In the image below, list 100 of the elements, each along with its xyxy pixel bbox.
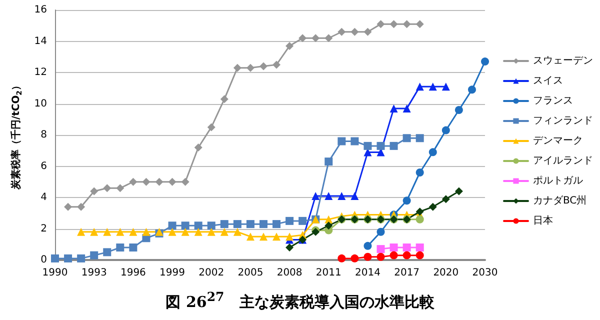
x-tick-label: 1990: [42, 268, 68, 278]
point: [194, 144, 202, 152]
point: [77, 228, 86, 236]
point: [207, 222, 216, 230]
point: [51, 254, 59, 262]
point: [168, 178, 176, 186]
y-tick-label: 0: [40, 254, 47, 266]
point: [416, 134, 424, 142]
point: [350, 137, 359, 146]
point: [90, 228, 98, 236]
point: [233, 220, 242, 228]
point: [376, 252, 385, 261]
y-tick-label: 16: [34, 4, 47, 16]
point: [402, 20, 411, 28]
y-tick-label: 12: [34, 67, 47, 78]
point: [259, 232, 268, 241]
point: [103, 228, 112, 236]
point: [402, 134, 411, 142]
point: [324, 34, 333, 42]
point: [402, 251, 411, 260]
point: [129, 178, 138, 186]
point: [168, 222, 176, 230]
point: [376, 20, 385, 28]
point: [298, 34, 307, 42]
point: [442, 195, 450, 204]
x-tick-label: 2005: [238, 268, 264, 278]
point: [312, 34, 320, 42]
point: [233, 228, 242, 236]
point: [468, 86, 476, 94]
point: [364, 28, 372, 36]
point: [116, 184, 124, 192]
y-tick-label: 8: [40, 130, 47, 140]
point: [350, 28, 359, 36]
point: [103, 184, 112, 192]
point: [442, 82, 450, 91]
point: [90, 251, 98, 260]
x-tick-label: 2014: [355, 268, 380, 278]
point: [181, 228, 190, 236]
point: [286, 42, 294, 50]
x-tick-label: 2002: [198, 268, 224, 278]
point: [416, 82, 424, 91]
point: [272, 60, 281, 69]
point: [64, 202, 72, 211]
x-tick-label: 2011: [316, 268, 342, 278]
point: [194, 222, 202, 230]
point: [142, 178, 150, 186]
y-tick-label: 2: [40, 223, 47, 234]
point: [350, 254, 359, 262]
point: [220, 220, 228, 228]
point: [338, 137, 346, 146]
point: [77, 254, 86, 262]
point: [376, 245, 385, 254]
point: [181, 178, 190, 186]
legend-label: スイス: [533, 76, 563, 86]
point: [246, 220, 254, 228]
x-tick-label: 2017: [394, 268, 420, 278]
point: [103, 248, 112, 256]
point: [116, 244, 124, 252]
point: [390, 142, 398, 150]
point: [312, 192, 320, 200]
legend-label: スウェーデン: [533, 56, 593, 66]
point: [286, 216, 294, 225]
y-tick-label: 10: [34, 98, 47, 110]
point: [364, 252, 372, 261]
legend-label: 日本: [533, 214, 553, 226]
point: [233, 64, 242, 72]
x-tick-label: 1996: [120, 268, 146, 278]
point: [454, 106, 463, 114]
point: [272, 232, 281, 241]
point: [142, 228, 150, 236]
point: [338, 28, 346, 36]
point: [390, 104, 398, 112]
point: [416, 244, 424, 252]
point: [246, 232, 254, 241]
point: [416, 215, 424, 224]
point: [338, 254, 346, 262]
y-tick-label: 4: [40, 192, 47, 203]
point: [428, 82, 437, 91]
point: [324, 222, 333, 230]
chart-title: 図 26$^{27}$ 主な炭素税導入国の水準比較: [166, 289, 434, 311]
legend-label: デンマーク: [533, 136, 583, 146]
point: [129, 228, 138, 236]
point: [350, 192, 359, 200]
point: [428, 148, 437, 156]
point: [416, 168, 424, 176]
point: [376, 228, 385, 236]
point: [324, 158, 333, 166]
legend-label: アイルランド: [533, 156, 593, 166]
point: [286, 232, 294, 241]
point: [364, 142, 372, 150]
y-tick-label: 14: [34, 36, 47, 47]
point: [416, 20, 424, 28]
point: [207, 123, 216, 132]
x-tick-label: 1999: [160, 268, 185, 278]
point: [90, 187, 98, 196]
x-tick-label: 1993: [81, 268, 107, 278]
point: [194, 228, 202, 236]
legend-label: カナダBC州: [533, 194, 587, 206]
point: [402, 244, 411, 252]
point: [454, 187, 463, 196]
